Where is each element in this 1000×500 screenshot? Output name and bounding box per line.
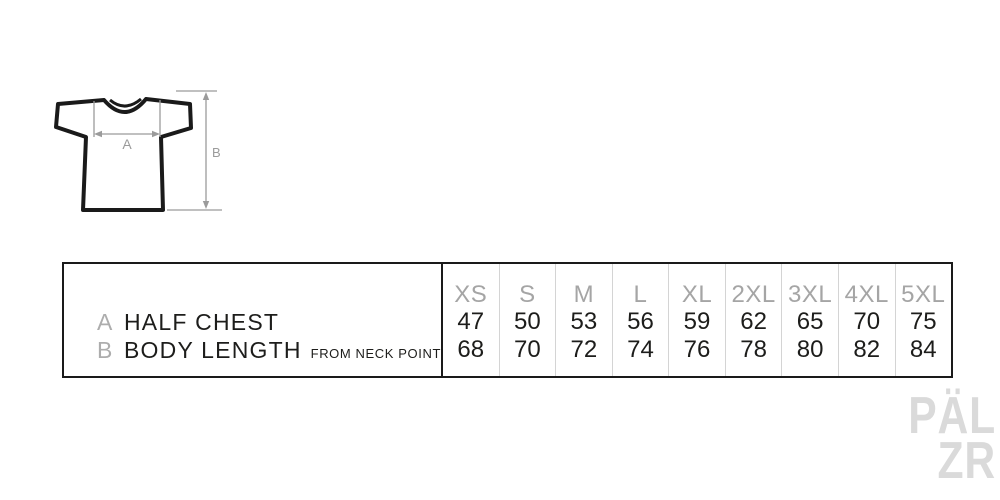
half-chest-value: 62 [740, 308, 767, 335]
half-chest-value: 59 [683, 308, 711, 335]
size-column-s: S 50 70 [498, 264, 556, 376]
half-chest-value: 53 [570, 308, 598, 335]
half-chest-value: 70 [853, 308, 881, 335]
body-length-value: 78 [740, 336, 767, 363]
collar-inner-arc [109, 97, 142, 108]
body-length-value: 80 [796, 336, 824, 363]
size-column-m: M 53 72 [555, 264, 612, 376]
body-length-value: 82 [853, 336, 881, 363]
size-column-4xl: 4XL 70 82 [837, 264, 895, 376]
size-label: 3XL [788, 281, 833, 308]
size-column-3xl: 3XL 65 80 [781, 264, 838, 376]
size-label: 4XL [844, 281, 889, 308]
dimension-label-a: A [122, 136, 132, 152]
half-chest-value: 50 [513, 308, 541, 335]
half-chest-value: 56 [627, 308, 654, 335]
half-chest-value: 75 [909, 308, 937, 335]
size-column-xs: XS 47 68 [441, 264, 499, 376]
dimension-label-b: B [212, 145, 221, 160]
brand-logo-line1: PÄL [908, 387, 996, 445]
half-chest-value: 47 [457, 308, 485, 335]
arrowhead-b-top [202, 92, 210, 100]
size-label: L [633, 281, 648, 308]
row-label-body-length: B BODY LENGTH FROM NECK POINT [64, 336, 441, 364]
arrowhead-b-bottom [202, 201, 210, 209]
body-length-value: 68 [457, 336, 485, 363]
tshirt-measurement-diagram: A B [54, 90, 222, 212]
body-length-value: 72 [570, 336, 598, 363]
size-label: 5XL [901, 281, 946, 308]
row-title-body-length: BODY LENGTH [124, 337, 302, 363]
size-column-xl: XL 59 76 [668, 264, 725, 376]
size-label: XS [454, 281, 488, 308]
body-length-value: 74 [627, 336, 654, 363]
row-key-a: A [97, 309, 113, 335]
arrowhead-a-left [94, 130, 102, 138]
brand-logo: PÄL ZR [908, 387, 996, 490]
size-label: S [519, 281, 536, 308]
body-length-value: 84 [909, 336, 937, 363]
size-table: A HALF CHEST B BODY LENGTH FROM NECK POI… [62, 262, 953, 378]
size-column-2xl: 2XL 62 78 [724, 264, 782, 376]
tshirt-outline-icon [54, 97, 193, 212]
size-label: XL [681, 281, 713, 308]
body-length-value: 76 [683, 336, 711, 363]
brand-logo-line2: ZR [937, 432, 996, 490]
row-title-half-chest: HALF CHEST [124, 309, 280, 335]
body-length-value: 70 [513, 336, 541, 363]
row-label-half-chest: A HALF CHEST [64, 308, 441, 336]
row-key-b: B [97, 337, 113, 363]
size-label: 2XL [731, 281, 776, 308]
half-chest-value: 65 [796, 308, 824, 335]
measurement-labels-column: A HALF CHEST B BODY LENGTH FROM NECK POI… [64, 264, 441, 376]
size-column-l: L 56 74 [611, 264, 669, 376]
row-note-from-neck-point: FROM NECK POINT [310, 346, 441, 361]
size-column-5xl: 5XL 75 84 [894, 264, 952, 376]
arrowhead-a-right [152, 130, 160, 138]
size-label: M [573, 281, 595, 308]
